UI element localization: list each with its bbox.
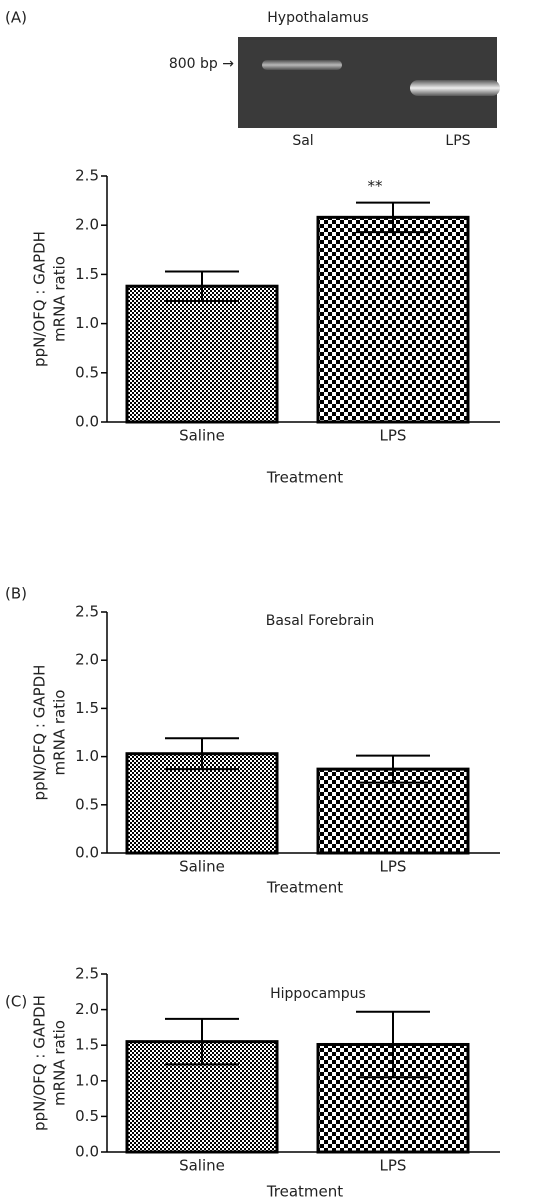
chart-title: Hippocampus	[270, 986, 366, 1002]
x-tick-label: Saline	[179, 427, 225, 445]
chart-title: Basal Forebrain	[266, 613, 375, 629]
x-axis-label: Treatment	[266, 879, 343, 897]
y-tick-label: 0.5	[75, 363, 99, 381]
x-tick-label: LPS	[380, 1157, 407, 1175]
y-axis-label: ppN/OFQ : GAPDH	[31, 231, 49, 367]
y-tick-label: 2.0	[75, 216, 99, 234]
x-tick-label: LPS	[380, 427, 407, 445]
y-tick-label: 0.0	[75, 413, 99, 431]
bar	[318, 217, 468, 422]
x-axis-label: Treatment	[266, 469, 343, 487]
panel-label: (C)	[5, 993, 27, 1011]
y-axis-label: ppN/OFQ : GAPDH	[31, 995, 49, 1131]
y-axis-label: mRNA ratio	[51, 690, 69, 776]
x-tick-label: LPS	[380, 858, 407, 876]
y-tick-label: 0.0	[75, 1143, 99, 1161]
y-axis-label: mRNA ratio	[51, 256, 69, 342]
gel-lane-label: Sal	[292, 133, 313, 149]
x-tick-label: Saline	[179, 1157, 225, 1175]
y-tick-label: 1.0	[75, 314, 99, 332]
y-tick-label: 1.0	[75, 747, 99, 765]
panel-label: (B)	[5, 585, 27, 603]
y-axis-label: ppN/OFQ : GAPDH	[31, 665, 49, 801]
y-tick-label: 0.0	[75, 844, 99, 862]
chart-title: Hypothalamus	[267, 10, 368, 26]
y-tick-label: 2.0	[75, 651, 99, 669]
gel-band	[410, 80, 500, 96]
y-axis-label: mRNA ratio	[51, 1020, 69, 1106]
significance-label: **	[368, 177, 384, 195]
y-tick-label: 1.5	[75, 265, 99, 283]
y-tick-label: 0.5	[75, 1107, 99, 1125]
gel-lane-label: LPS	[445, 133, 470, 149]
y-tick-label: 2.5	[75, 167, 99, 185]
bar	[127, 286, 277, 422]
panel-label: (A)	[5, 9, 27, 27]
y-tick-label: 2.5	[75, 965, 99, 983]
y-tick-label: 2.0	[75, 1000, 99, 1018]
x-axis-label: Treatment	[266, 1183, 343, 1201]
figure: (A) Hypothalamus 800 bp → Sal LPS 0.0 0.5 1.0 1.…	[0, 0, 535, 1204]
y-tick-label: 1.5	[75, 1036, 99, 1054]
x-tick-label: Saline	[179, 858, 225, 876]
gel-band	[262, 60, 342, 70]
y-tick-label: 0.5	[75, 795, 99, 813]
gel-marker: 800 bp →	[169, 56, 234, 72]
y-tick-label: 2.5	[75, 603, 99, 621]
y-tick-label: 1.0	[75, 1071, 99, 1089]
y-tick-label: 1.5	[75, 699, 99, 717]
